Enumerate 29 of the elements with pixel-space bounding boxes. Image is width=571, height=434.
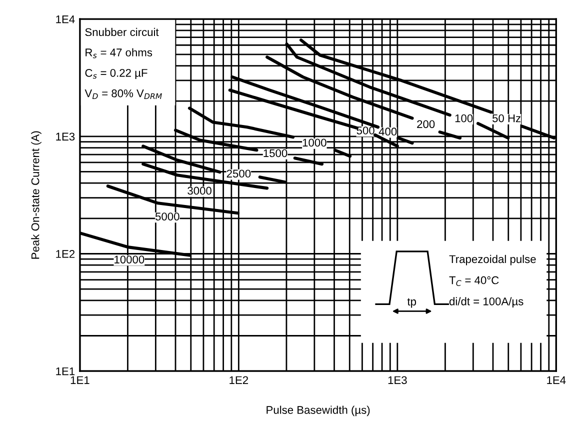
series-label: 400 — [378, 128, 397, 136]
annotation: R$_{s}$ = 47 ohms — [86, 48, 152, 58]
series-label: 50 Hz — [492, 114, 521, 122]
series-label: 1500 — [264, 149, 288, 158]
series-label: 1000 — [302, 138, 326, 147]
annotation: Trapezoidal pulse — [449, 254, 536, 266]
y-tick-label: 1E3 — [56, 132, 75, 141]
annotation: T$_{C}$ = 40°C — [449, 276, 499, 286]
series-label: 2500 — [226, 170, 251, 178]
x-tick-label: 1E1 — [70, 376, 90, 384]
annotation: di/dt = 100A/µs — [449, 297, 524, 308]
annotation: tp — [407, 298, 416, 308]
series-label: 500 — [356, 126, 374, 134]
series-label: 3000 — [188, 186, 212, 195]
y-axis-title: Peak On-state Current (A) — [31, 131, 42, 259]
x-tick-label: 1E2 — [230, 376, 248, 384]
y-tick-label: 1E4 — [56, 15, 75, 24]
annotation: Snubber circuit — [85, 28, 159, 36]
y-tick-label: 1E2 — [56, 250, 75, 258]
annotation: C$_{s}$ = 0.22 µF — [85, 68, 148, 80]
x-tick-label: 1E4 — [547, 376, 566, 384]
y-tick-label: 1E1 — [56, 367, 75, 376]
x-tick-label: 1E3 — [388, 376, 407, 384]
series-label: 100 — [455, 114, 473, 122]
series-label: 5000 — [155, 212, 180, 220]
x-axis-title: Pulse Basewidth (µs) — [266, 406, 370, 416]
series-label: 200 — [417, 120, 435, 128]
annotation: V$_{D}$ = 80% V$_{DRM}$ — [84, 89, 162, 99]
series-label: 10000 — [114, 256, 144, 264]
